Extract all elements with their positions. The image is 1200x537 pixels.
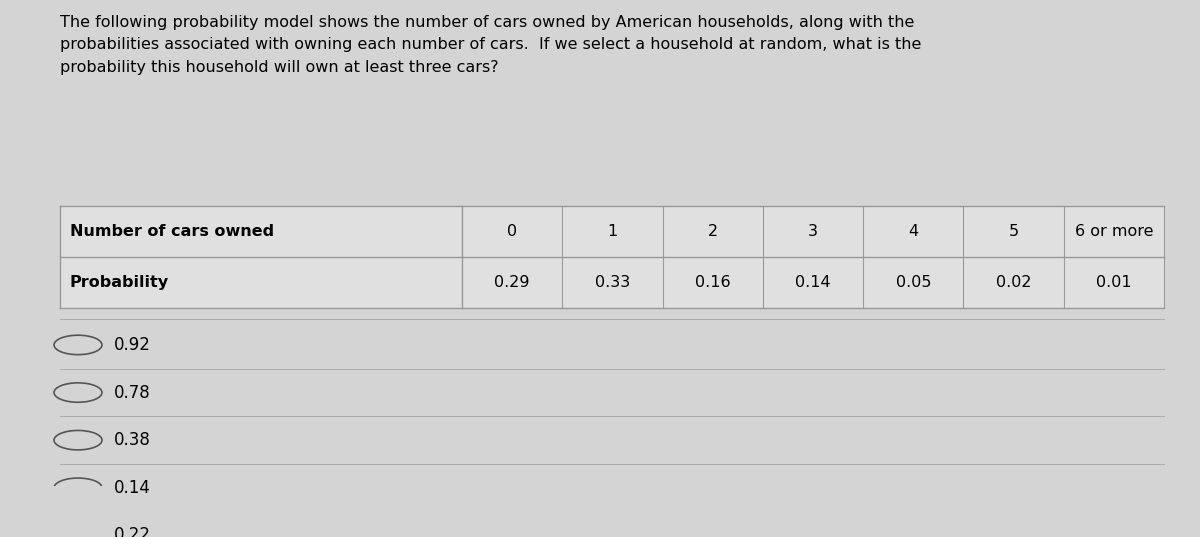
Text: 6 or more: 6 or more xyxy=(1075,224,1153,240)
Text: 0.33: 0.33 xyxy=(595,275,630,291)
Text: Probability: Probability xyxy=(70,275,169,291)
Text: 0.01: 0.01 xyxy=(1096,275,1132,291)
FancyBboxPatch shape xyxy=(60,206,1164,308)
Text: 3: 3 xyxy=(808,224,818,240)
Text: 2: 2 xyxy=(708,224,718,240)
Text: 5: 5 xyxy=(1008,224,1019,240)
Text: 1: 1 xyxy=(607,224,618,240)
Text: 0.78: 0.78 xyxy=(114,383,151,402)
Text: Number of cars owned: Number of cars owned xyxy=(70,224,274,240)
Text: 0.14: 0.14 xyxy=(114,479,151,497)
Circle shape xyxy=(70,532,86,537)
Text: 0.14: 0.14 xyxy=(796,275,830,291)
Text: The following probability model shows the number of cars owned by American house: The following probability model shows th… xyxy=(60,14,922,75)
Circle shape xyxy=(54,526,102,537)
Text: 4: 4 xyxy=(908,224,918,240)
Text: 0.05: 0.05 xyxy=(895,275,931,291)
Text: 0.92: 0.92 xyxy=(114,336,151,354)
Text: 0.38: 0.38 xyxy=(114,431,151,449)
Text: 0: 0 xyxy=(508,224,517,240)
Text: 0.29: 0.29 xyxy=(494,275,530,291)
Text: 0.16: 0.16 xyxy=(695,275,731,291)
Text: 0.22: 0.22 xyxy=(114,526,151,537)
Text: 0.02: 0.02 xyxy=(996,275,1031,291)
